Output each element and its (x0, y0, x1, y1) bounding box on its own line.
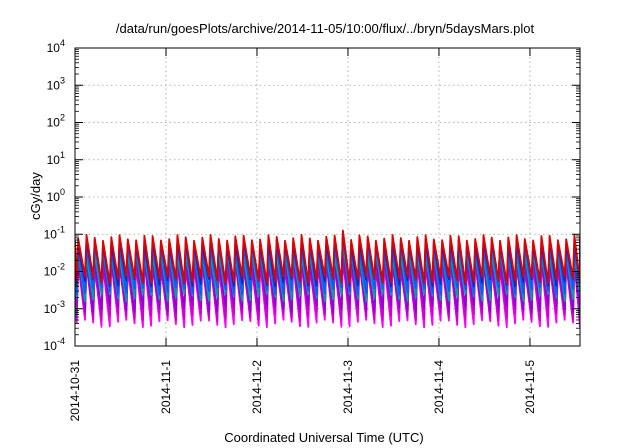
y-tick-label: 102 (47, 113, 65, 130)
series-layer (75, 229, 580, 329)
x-axis-title: Coordinated Universal Time (UTC) (224, 430, 423, 445)
y-axis-title: cGy/day (28, 172, 43, 220)
y-tick-label: 100 (47, 187, 65, 204)
x-tick-label: 2014-11-3 (341, 360, 355, 414)
x-tick-label: 2014-11-5 (523, 360, 537, 414)
x-tick-label: 2014-11-2 (250, 360, 264, 414)
x-tick-label: 2014-11-1 (159, 360, 173, 414)
x-tick-label: 2014-10-31 (68, 360, 82, 422)
chart-title: /data/run/goesPlots/archive/2014-11-05/1… (116, 21, 535, 36)
y-tick-label: 10-3 (44, 299, 65, 316)
y-tick-label: 103 (47, 75, 65, 92)
y-tick-label: 10-4 (44, 336, 65, 353)
series-line (75, 229, 580, 285)
series-line (75, 250, 580, 314)
y-tick-label: 101 (47, 150, 65, 167)
y-tick-label: 104 (47, 38, 65, 55)
y-tick-label: 10-1 (44, 224, 65, 241)
axis-labels: 10-4 10-3 10-2 10-1 100 101 102 103 104 2014-10-3… (44, 38, 537, 421)
y-tick-label: 10-2 (44, 262, 65, 279)
x-tick-label: 2014-11-4 (432, 360, 446, 414)
axis-ticks (74, 47, 580, 347)
